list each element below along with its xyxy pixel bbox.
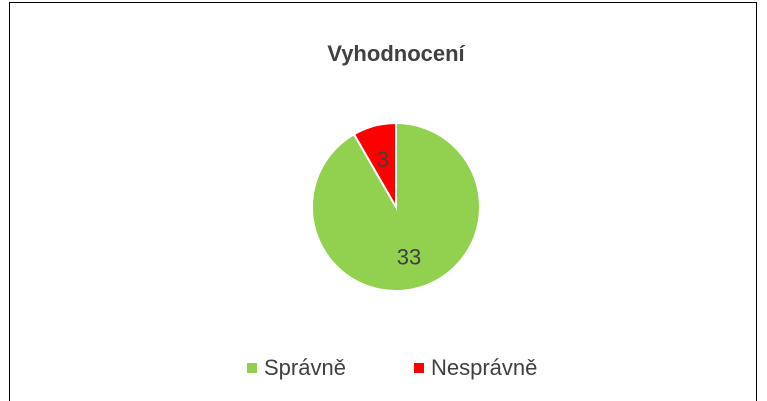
chart-title: Vyhodnocení [327, 41, 465, 66]
legend-label: Správně [264, 355, 346, 380]
legend-swatch [414, 363, 424, 373]
legend-swatch [247, 363, 257, 373]
pie-slice [352, 121, 397, 211]
data-label: 33 [397, 244, 421, 269]
legend-label: Nesprávně [431, 355, 537, 380]
data-label: 3 [377, 147, 389, 172]
